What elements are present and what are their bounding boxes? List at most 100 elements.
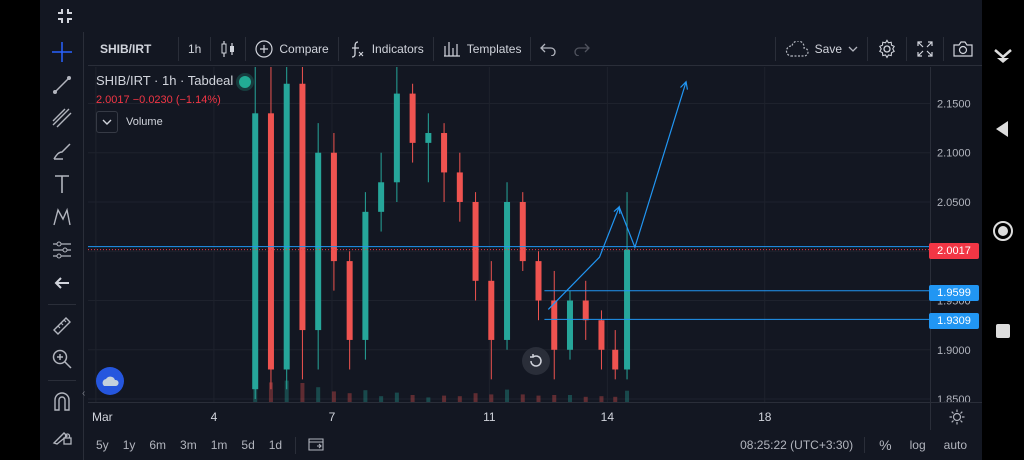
trend-line-icon[interactable] [50, 73, 74, 97]
undo-button[interactable] [531, 32, 565, 66]
range-1m[interactable]: 1m [210, 438, 228, 452]
sidebar-divider [48, 380, 76, 381]
drawing-tools-sidebar [40, 32, 84, 460]
indicators-label: Indicators [371, 41, 424, 56]
toolbar-divider [337, 36, 339, 61]
crosshair-icon[interactable] [50, 40, 74, 64]
volume-bar [379, 396, 384, 402]
volume-bar [347, 393, 352, 402]
templates-label: Templates [466, 41, 522, 56]
android-nav-bar [982, 0, 1024, 460]
redo-button[interactable] [565, 32, 599, 66]
volume-bar [268, 382, 273, 402]
candle-body [582, 300, 589, 321]
time-axis[interactable]: Mar 4 7 11 14 18 [88, 402, 930, 430]
expand-icon [917, 40, 933, 57]
volume-bar [552, 395, 557, 402]
exit-fullscreen-icon[interactable] [56, 7, 74, 25]
price-tick-label: 2.1000 [937, 148, 971, 160]
chart-type-button[interactable] [211, 32, 245, 66]
candle-body [551, 300, 558, 350]
indicators-button[interactable]: Indicators [339, 32, 433, 66]
pattern-tool-icon[interactable] [50, 205, 74, 229]
chart-legend-title: SHIB/IRT · 1h · Tabdeal [96, 73, 234, 88]
chart-legend-values: 2.0017 −0.0230 (−1.14%) [96, 94, 221, 106]
range-5d[interactable]: 5d [241, 438, 255, 452]
templates-button[interactable]: Templates [434, 32, 531, 66]
price-tick-label: 2.0500 [937, 197, 971, 209]
range-3m[interactable]: 3m [180, 438, 197, 452]
measure-tool-icon[interactable] [50, 238, 74, 262]
legend-collapse-button[interactable] [96, 111, 118, 133]
candle-body [488, 280, 495, 340]
price-chart[interactable] [88, 67, 930, 402]
interval-button[interactable]: 1h [188, 41, 202, 56]
last-price-tag: 2.0017 [929, 243, 979, 259]
time-tick-label: Mar [92, 410, 113, 424]
nav-recents-icon[interactable] [995, 323, 1011, 339]
volume-bar [583, 396, 588, 402]
range-5y[interactable]: 5y [96, 438, 109, 452]
projection-arrowhead [680, 80, 689, 90]
volume-bar [536, 395, 541, 402]
settings-button[interactable] [868, 32, 906, 66]
volume-legend: Volume [96, 111, 163, 133]
volume-label: Volume [126, 116, 163, 128]
text-tool-icon[interactable] [50, 172, 74, 196]
candle-body [315, 152, 322, 331]
redo-icon [574, 43, 591, 56]
auto-toggle[interactable]: auto [943, 438, 967, 452]
volume-bar [442, 395, 447, 402]
clock-readout[interactable]: 08:25:22 (UTC+3:30) [740, 438, 854, 452]
top-toolbar: SHIB/IRT 1h Compare Indicators Templates [88, 32, 982, 66]
nav-home-icon[interactable] [992, 220, 1014, 242]
candle-body [456, 172, 463, 202]
back-arrow-icon[interactable] [50, 271, 74, 295]
nav-back-icon[interactable] [994, 120, 1010, 138]
sidebar-collapse-arrow[interactable]: ‹ [82, 388, 86, 399]
hline-price-tag[interactable]: 1.9309 [929, 313, 979, 329]
price-axis[interactable]: 2.15002.10002.05002.00001.95001.90001.85… [930, 67, 982, 406]
toolbar-divider [178, 36, 179, 61]
date-range-button[interactable] [295, 436, 331, 454]
volume-bar [473, 393, 478, 402]
log-toggle[interactable]: log [909, 438, 926, 452]
candle-body [346, 261, 353, 340]
compare-button[interactable]: Compare [246, 32, 337, 66]
range-6m[interactable]: 6m [149, 438, 167, 452]
time-tick-label: 11 [483, 410, 496, 424]
volume-bar [300, 383, 305, 402]
hline-price-tag[interactable]: 1.9599 [929, 285, 979, 301]
zoom-in-icon[interactable] [50, 347, 74, 371]
projection-path-drawing [547, 81, 687, 310]
volume-bar [363, 390, 368, 402]
market-status-dot [239, 76, 251, 88]
reset-chart-button[interactable] [522, 347, 550, 375]
lock-drawings-icon[interactable] [50, 423, 74, 447]
volume-bar [613, 396, 618, 402]
percent-toggle[interactable]: % [864, 437, 898, 453]
toolbar-divider [943, 36, 944, 61]
projection-arrowhead [613, 205, 621, 214]
price-tick-label: 1.8500 [937, 394, 971, 402]
axis-settings-button[interactable] [930, 402, 982, 430]
toolbar-divider [906, 36, 907, 61]
time-axis-labels: Mar 4 7 11 14 18 [92, 410, 772, 424]
top-strip [40, 0, 982, 32]
nav-dropdown-icon[interactable] [992, 44, 1014, 66]
expand-button[interactable] [907, 32, 943, 66]
candle-body [624, 249, 631, 370]
snapshot-button[interactable] [944, 32, 982, 66]
time-tick-label: 14 [601, 410, 615, 424]
symbol-search-button[interactable]: SHIB/IRT [100, 41, 152, 56]
candle-body [612, 349, 619, 370]
range-1d[interactable]: 1d [268, 438, 283, 452]
ruler-icon[interactable] [50, 314, 74, 338]
magnet-icon[interactable] [50, 390, 74, 414]
brush-icon[interactable] [50, 139, 74, 163]
camera-icon [953, 40, 973, 57]
fib-tool-icon[interactable] [50, 106, 74, 130]
range-1y[interactable]: 1y [122, 438, 136, 452]
chevron-down-icon [848, 46, 858, 52]
save-button[interactable]: Save [776, 32, 867, 66]
